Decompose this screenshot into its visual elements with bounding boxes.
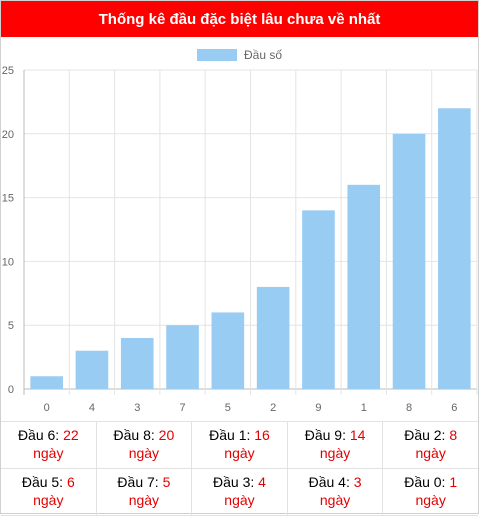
bar xyxy=(392,133,426,389)
stat-cell: Đầu 3: 4 ngày xyxy=(192,469,288,515)
stat-unit: ngày xyxy=(319,492,351,508)
stat-cell: Đầu 7: 5 ngày xyxy=(97,469,193,515)
stat-label: Đầu 7: xyxy=(117,474,163,490)
bar xyxy=(438,108,471,389)
x-tick-label: 8 xyxy=(406,402,412,414)
legend-swatch xyxy=(197,49,237,61)
stat-cell: Đầu 2: 8 ngày xyxy=(383,422,478,468)
bar xyxy=(211,312,245,389)
bar-chart: Đầu số 0 5 10 15 20 25 0 4 3 7 5 2 9 1 8 6 xyxy=(1,37,478,421)
bar xyxy=(256,286,290,389)
y-tick-label: 0 xyxy=(8,384,14,396)
stat-label: Đầu 0: xyxy=(404,474,450,490)
stat-value: 5 xyxy=(162,474,171,490)
y-tick-label: 5 xyxy=(8,320,14,332)
bar xyxy=(120,337,154,389)
stat-label: Đầu 5: xyxy=(21,474,67,490)
stat-label: Đầu 1: xyxy=(209,427,255,443)
y-tick-label: 25 xyxy=(2,65,14,77)
chart-canvas: Đầu số 0 5 10 15 20 25 0 4 3 7 5 2 9 1 8 6 xyxy=(2,48,478,414)
stat-label: Đầu 8: xyxy=(113,427,159,443)
x-tick-label: 5 xyxy=(225,402,231,414)
stat-unit: ngày xyxy=(128,492,160,508)
legend-label: Đầu số xyxy=(244,48,282,62)
stat-label: Đầu 6: xyxy=(17,427,64,443)
stat-unit: ngày xyxy=(415,492,446,508)
x-tick-label: 1 xyxy=(361,402,367,414)
stat-value: 20 xyxy=(158,427,175,443)
stat-value: 16 xyxy=(254,427,270,443)
bar xyxy=(302,210,335,389)
x-tick-label: 3 xyxy=(134,402,140,414)
stat-cell: Đầu 1: 16 ngày xyxy=(192,422,288,468)
stats-row: Đầu 6: 22 ngày Đầu 8: 20 ngày Đầu 1: 16 ngà… xyxy=(1,422,478,469)
stats-row: Đầu 5: 6 ngày Đầu 7: 5 ngày Đầu 3: 4 ngày Đ… xyxy=(1,469,478,516)
bar xyxy=(347,184,381,389)
bar xyxy=(75,350,109,389)
y-tick-label: 20 xyxy=(2,129,14,141)
x-tick-label: 9 xyxy=(315,402,321,414)
stat-value: 1 xyxy=(449,474,458,490)
stats-table: Đầu 6: 22 ngày Đầu 8: 20 ngày Đầu 1: 16 ngà… xyxy=(1,421,478,516)
stat-label: Đầu 4: xyxy=(308,474,354,490)
stat-unit: ngày xyxy=(33,492,64,508)
stat-label: Đầu 2: xyxy=(404,427,450,443)
y-tick-label: 15 xyxy=(2,193,14,205)
stat-unit: ngày xyxy=(33,445,64,461)
stat-label: Đầu 3: xyxy=(213,474,259,490)
stat-value: 14 xyxy=(349,427,366,443)
stat-value: 4 xyxy=(258,474,266,490)
y-tick-label: 10 xyxy=(2,256,14,268)
stat-value: 8 xyxy=(449,427,458,443)
stat-cell: Đầu 4: 3 ngày xyxy=(288,469,384,515)
stat-label: Đầu 9: xyxy=(304,427,350,443)
stat-unit: ngày xyxy=(319,445,351,461)
stat-cell: Đầu 0: 1 ngày xyxy=(383,469,478,515)
stat-value: 22 xyxy=(63,427,79,443)
stat-unit: ngày xyxy=(128,445,160,461)
bar xyxy=(30,376,63,389)
widget-title: Thống kê đầu đặc biệt lâu chưa về nhất xyxy=(1,1,478,37)
x-tick-label: 2 xyxy=(270,402,276,414)
stat-unit: ngày xyxy=(224,492,255,508)
stat-value: 6 xyxy=(66,474,75,490)
x-tick-label: 6 xyxy=(451,402,457,414)
stat-unit: ngày xyxy=(415,445,446,461)
bar xyxy=(166,325,199,389)
stat-cell: Đầu 8: 20 ngày xyxy=(97,422,193,468)
stat-cell: Đầu 9: 14 ngày xyxy=(288,422,384,468)
stat-cell: Đầu 6: 22 ngày xyxy=(1,422,97,468)
x-tick-label: 7 xyxy=(179,402,185,414)
stat-value: 3 xyxy=(353,474,362,490)
x-tick-label: 4 xyxy=(89,402,95,414)
stat-unit: ngày xyxy=(224,445,255,461)
stat-cell: Đầu 5: 6 ngày xyxy=(1,469,97,515)
x-tick-label: 0 xyxy=(44,402,50,414)
